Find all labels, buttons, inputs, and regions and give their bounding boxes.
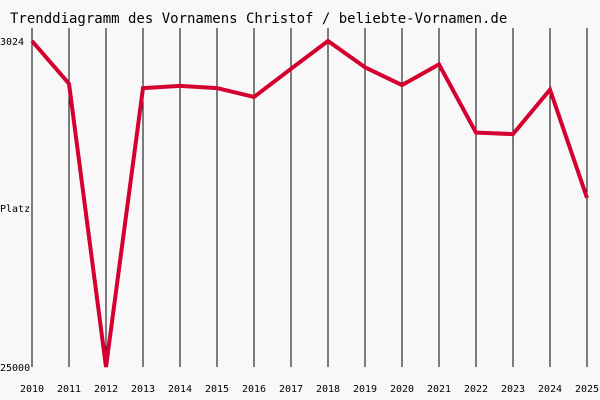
x-tick-label-2023: 2023 <box>501 384 525 395</box>
x-tick-label-2022: 2022 <box>464 384 488 395</box>
x-tick-label-2011: 2011 <box>57 384 81 395</box>
x-tick-label-2024: 2024 <box>538 384 562 395</box>
x-tick-label-2017: 2017 <box>279 384 303 395</box>
x-tick-labels: 2010 2011 2012 2013 2014 2015 2016 2017 2018 2019… <box>20 384 599 395</box>
x-tick-label-2016: 2016 <box>242 384 266 395</box>
y-tick-label-bottom: 25000 <box>0 363 30 374</box>
series-line-0 <box>30 38 589 368</box>
x-tick-label-2015: 2015 <box>205 384 229 395</box>
series-layer <box>30 38 589 368</box>
x-tick-label-2010: 2010 <box>20 384 44 395</box>
x-tick-label-2021: 2021 <box>427 384 451 395</box>
y-axis-label: Platz <box>0 204 30 215</box>
x-tick-label-2025: 2025 <box>575 384 599 395</box>
x-tick-label-2012: 2012 <box>94 384 118 395</box>
x-tick-label-2018: 2018 <box>316 384 340 395</box>
x-tick-label-2020: 2020 <box>390 384 414 395</box>
y-tick-labels: 3024 25000 <box>0 37 30 374</box>
x-tick-label-2013: 2013 <box>131 384 155 395</box>
chart-title: Trenddiagramm des Vornamens Christof / b… <box>10 11 507 27</box>
x-tick-label-2019: 2019 <box>353 384 377 395</box>
y-tick-label-top: 3024 <box>0 37 24 48</box>
grid-lines <box>31 28 588 367</box>
x-tick-label-2014: 2014 <box>168 384 192 395</box>
